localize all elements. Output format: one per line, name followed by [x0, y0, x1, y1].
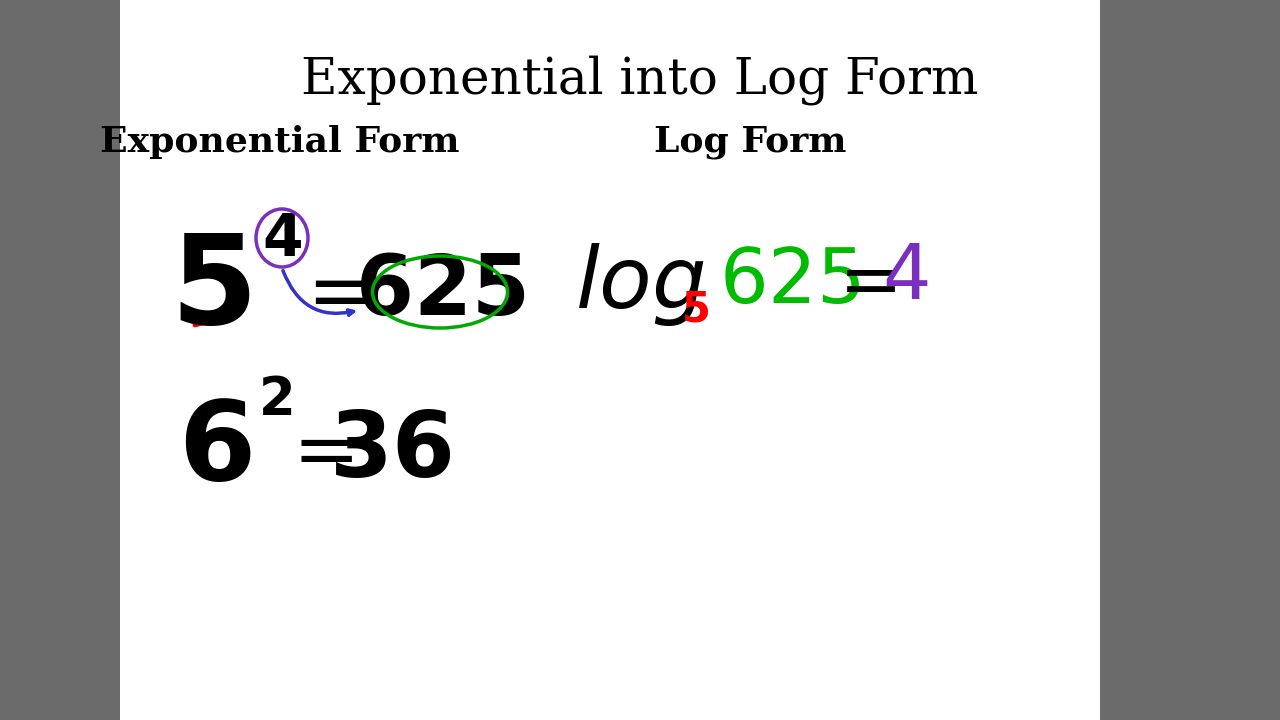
Text: $\mathbf{6}$: $\mathbf{6}$	[178, 397, 252, 503]
Text: $625$: $625$	[719, 245, 860, 319]
Text: Log Form: Log Form	[654, 125, 846, 159]
Text: $=$: $=$	[291, 251, 370, 333]
Text: $\mathbf{2}$: $\mathbf{2}$	[259, 374, 292, 426]
Text: $\mathbf{4}$: $\mathbf{4}$	[262, 212, 302, 269]
Text: $=$: $=$	[823, 245, 896, 319]
Text: $\mathbf{5}$: $\mathbf{5}$	[170, 230, 250, 351]
Text: $\mathbf{625}$: $\mathbf{625}$	[355, 251, 525, 333]
Text: Exponential into Log Form: Exponential into Log Form	[301, 55, 979, 105]
Text: $=$: $=$	[276, 413, 353, 491]
Text: $4$: $4$	[882, 241, 928, 315]
Text: $\mathbf{36}$: $\mathbf{36}$	[329, 408, 452, 496]
Text: $\mathit{log}$: $\mathit{log}$	[575, 241, 705, 328]
Text: Exponential Form: Exponential Form	[100, 125, 460, 159]
Text: $\mathbf{5}$: $\mathbf{5}$	[681, 289, 709, 331]
